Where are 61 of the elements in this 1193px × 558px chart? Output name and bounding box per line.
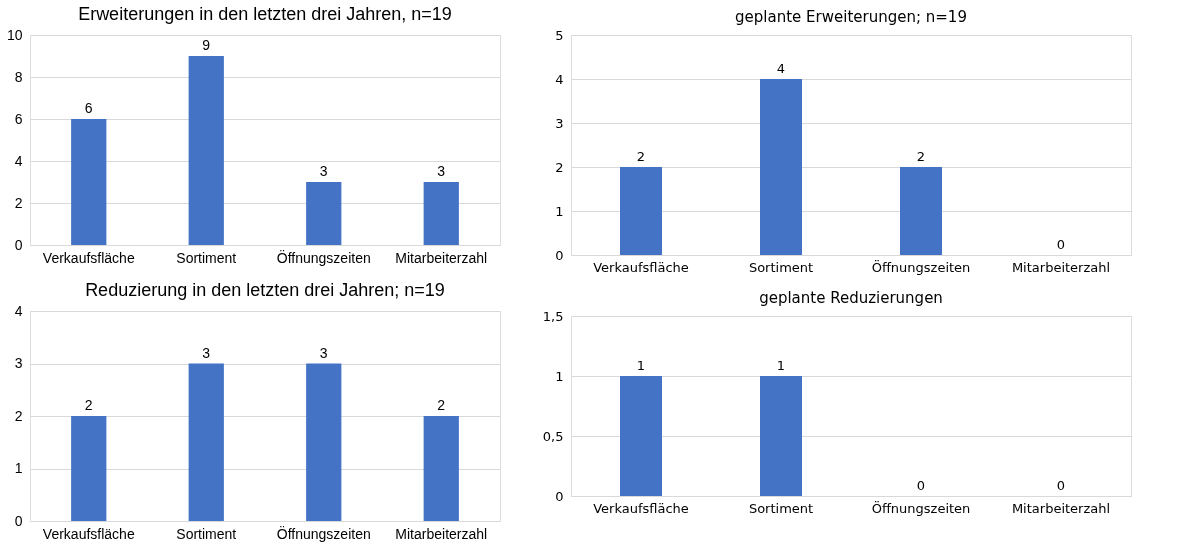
data-label: 2 bbox=[84, 397, 93, 413]
y-tick-label: 1 bbox=[14, 460, 23, 476]
y-tick-label: 3 bbox=[14, 355, 23, 371]
y-tick-label: 8 bbox=[14, 68, 23, 85]
data-label: 2 bbox=[916, 149, 926, 164]
x-tick-label: Öffnungszeiten bbox=[276, 248, 371, 266]
bar bbox=[306, 182, 342, 245]
data-label: 3 bbox=[319, 344, 328, 361]
data-label: 0 bbox=[916, 478, 926, 493]
y-tick-label: 3 bbox=[555, 115, 564, 131]
x-tick-label: Sortiment bbox=[176, 249, 237, 266]
y-tick-label: 0 bbox=[555, 488, 564, 504]
bar bbox=[188, 56, 224, 245]
x-tick-label: Verkaufsfläche bbox=[42, 249, 135, 266]
x-tick-label: Mitarbeiterzahl bbox=[1011, 500, 1111, 516]
x-tick-label: Öffnungszeiten bbox=[871, 258, 971, 275]
x-tick-label: Verkaufsfläche bbox=[593, 259, 689, 275]
bar bbox=[71, 119, 107, 245]
y-tick-label: 4 bbox=[14, 302, 23, 319]
y-tick-label: 4 bbox=[555, 71, 564, 87]
data-label: 3 bbox=[202, 344, 211, 361]
data-label: 1 bbox=[636, 358, 646, 373]
bar bbox=[423, 182, 459, 245]
y-tick-label: 0,5 bbox=[542, 428, 564, 444]
data-label: 3 bbox=[319, 163, 328, 179]
x-tick-label: Öffnungszeiten bbox=[871, 499, 971, 516]
x-tick-label: Mitarbeiterzahl bbox=[395, 525, 488, 542]
y-tick-label: 4 bbox=[14, 152, 23, 169]
data-label: 2 bbox=[636, 149, 646, 164]
y-tick-label: 0 bbox=[14, 512, 23, 529]
y-tick-label: 10 bbox=[6, 26, 23, 43]
x-tick-label: Sortiment bbox=[176, 525, 237, 542]
chart-title: Reduzierung in den letzten drei Jahren; n=19 bbox=[85, 280, 445, 300]
y-tick-label: 1,5 bbox=[542, 308, 564, 324]
chart-title: geplante Reduzierungen bbox=[759, 289, 943, 307]
data-label: 4 bbox=[776, 61, 786, 76]
y-tick-label: 2 bbox=[14, 194, 23, 211]
y-tick-label: 5 bbox=[555, 27, 564, 43]
data-label: 0 bbox=[1056, 478, 1066, 493]
x-tick-label: Öffnungszeiten bbox=[276, 524, 371, 542]
y-tick-label: 0 bbox=[14, 236, 23, 253]
y-tick-label: 2 bbox=[555, 159, 564, 175]
x-tick-label: Mitarbeiterzahl bbox=[1011, 259, 1111, 275]
data-label: 9 bbox=[202, 37, 211, 53]
x-tick-label: Verkaufsfläche bbox=[42, 525, 135, 542]
x-tick-label: Sortiment bbox=[748, 500, 814, 516]
x-tick-label: Mitarbeiterzahl bbox=[395, 249, 488, 266]
chart-title: Erweiterungen in den letzten drei Jahren, n=19 bbox=[78, 4, 452, 24]
data-label: 2 bbox=[437, 397, 446, 413]
data-label: 6 bbox=[84, 100, 93, 116]
y-tick-label: 0 bbox=[555, 247, 564, 263]
x-tick-label: Sortiment bbox=[748, 259, 814, 275]
chart-title: geplante Erweiterungen; n=19 bbox=[735, 8, 967, 26]
x-tick-label: Verkaufsfläche bbox=[593, 500, 689, 516]
data-label: 1 bbox=[776, 358, 786, 373]
y-tick-label: 2 bbox=[14, 407, 23, 424]
data-label: 3 bbox=[437, 163, 446, 179]
data-label: 0 bbox=[1056, 237, 1066, 252]
y-tick-label: 1 bbox=[555, 368, 564, 384]
y-tick-label: 6 bbox=[14, 110, 23, 127]
y-tick-label: 1 bbox=[555, 203, 564, 219]
